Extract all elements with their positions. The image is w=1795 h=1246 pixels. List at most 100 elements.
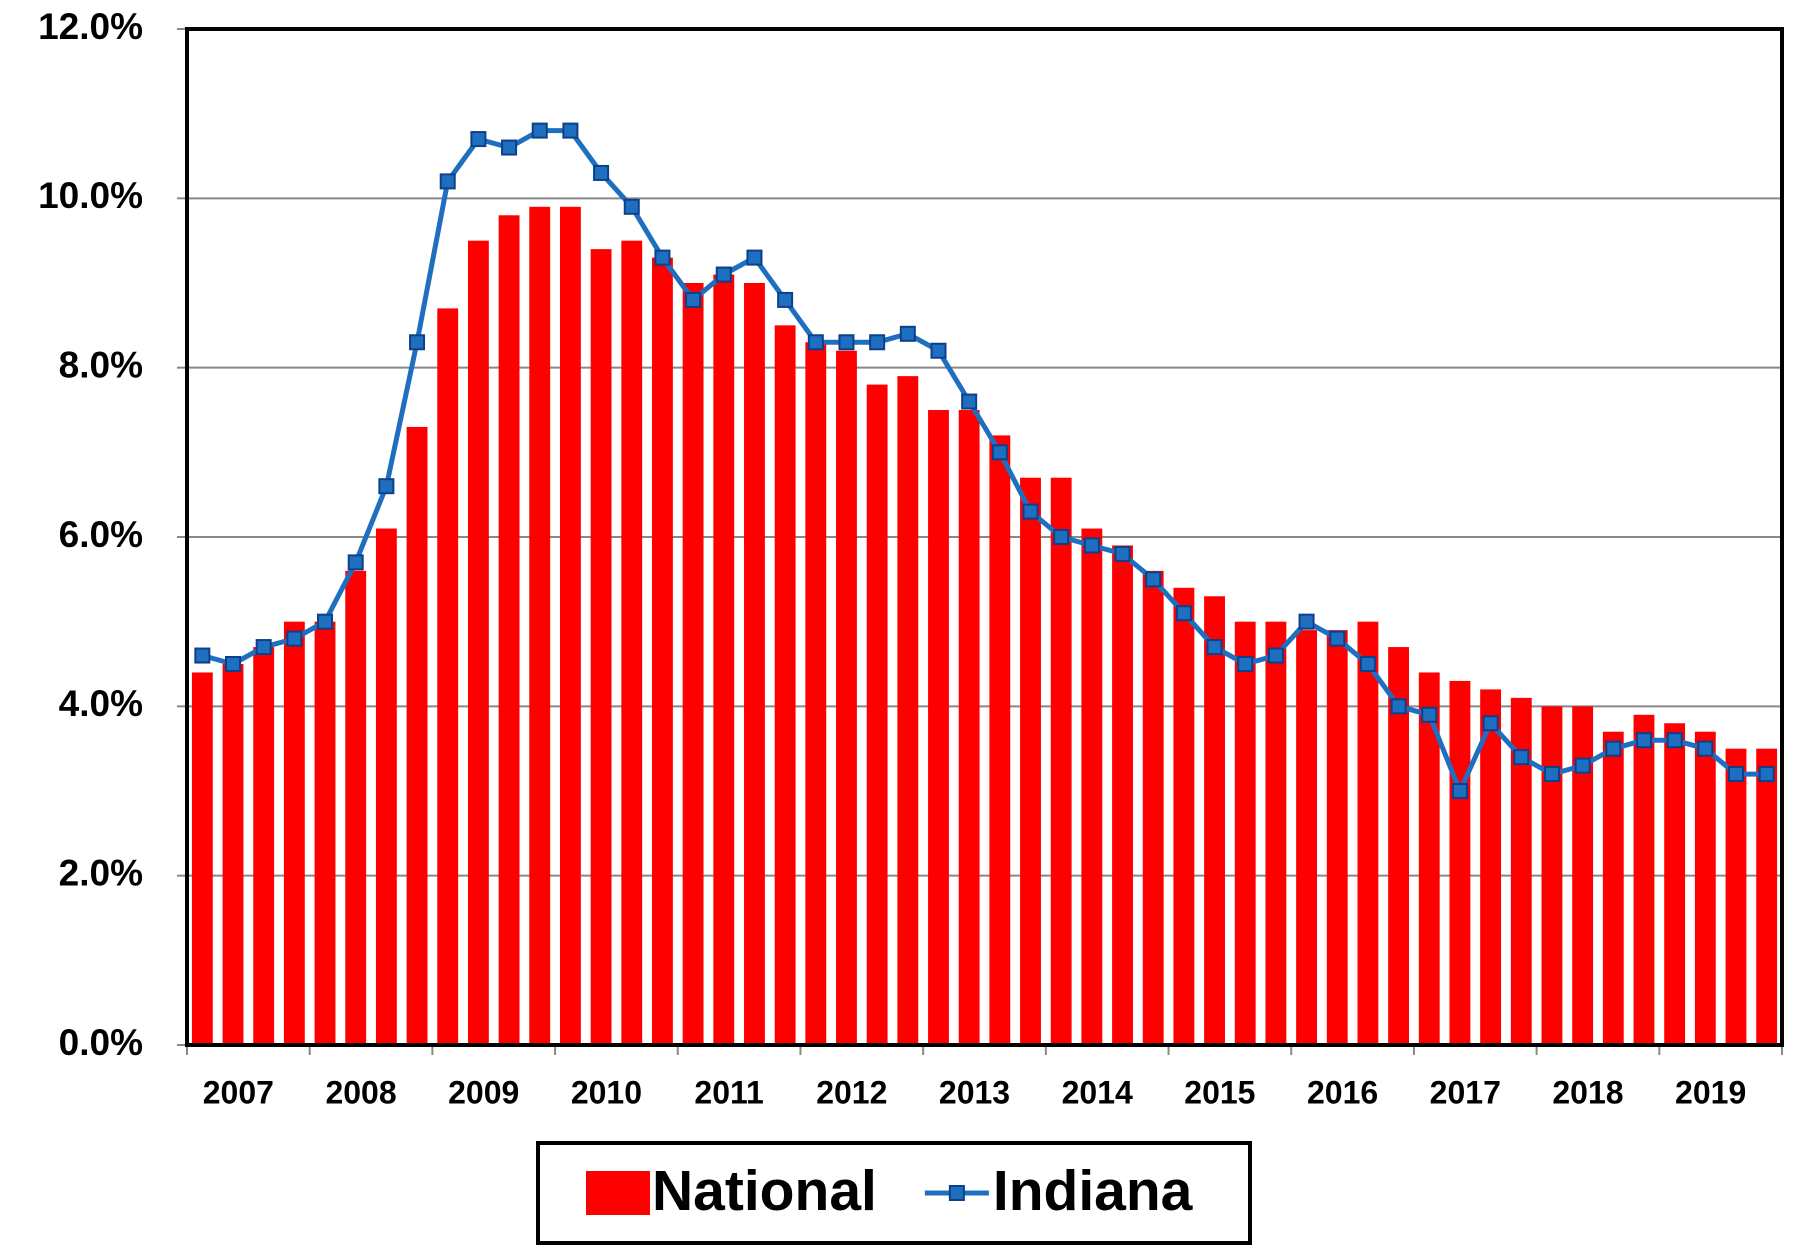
marker: [1359, 656, 1376, 672]
marker: [1175, 605, 1192, 622]
bar: [375, 528, 397, 1045]
marker: [1666, 732, 1683, 749]
bar: [1204, 596, 1225, 1045]
marker: [1482, 715, 1499, 732]
bar: [1142, 570, 1164, 1045]
marker: [1543, 766, 1560, 783]
marker: [1022, 503, 1039, 520]
marker: [409, 334, 426, 351]
legend-swatch: [586, 1171, 650, 1215]
marker: [1574, 757, 1591, 774]
bar: [1602, 731, 1624, 1045]
bar: [1265, 621, 1287, 1045]
bar: [1173, 587, 1195, 1045]
marker: [1145, 571, 1162, 588]
marker: [1114, 545, 1131, 562]
marker: [501, 139, 518, 156]
marker: [225, 656, 242, 672]
marker: [255, 639, 272, 656]
bar: [1756, 748, 1778, 1045]
y-tick-label: 8.0%: [59, 344, 143, 385]
bar: [1357, 621, 1379, 1045]
bar: [958, 410, 980, 1045]
marker: [470, 131, 487, 148]
bar: [1480, 689, 1502, 1045]
bar: [652, 257, 673, 1046]
marker: [930, 342, 947, 359]
marker: [1083, 537, 1100, 554]
bar: [928, 410, 949, 1045]
marker: [807, 334, 824, 351]
bar: [345, 570, 367, 1045]
marker: [439, 173, 456, 190]
marker: [317, 613, 334, 630]
legend-box: [536, 1141, 1252, 1245]
marker: [991, 444, 1008, 461]
bar: [1020, 477, 1041, 1045]
y-tick-label: 6.0%: [59, 514, 143, 555]
bar: [253, 647, 275, 1045]
marker: [1451, 783, 1468, 799]
bar: [529, 206, 551, 1046]
marker: [1053, 529, 1070, 545]
bar: [866, 384, 888, 1046]
marker: [746, 249, 763, 266]
marker: [1421, 706, 1438, 723]
marker: [562, 122, 579, 139]
x-tick-label: 2017: [1430, 1074, 1501, 1110]
bar: [1050, 477, 1072, 1045]
bar: [1510, 697, 1532, 1045]
bar: [467, 240, 489, 1045]
marker: [1206, 639, 1223, 656]
bar: [559, 206, 581, 1046]
bar: [774, 325, 796, 1045]
bar: [805, 342, 827, 1045]
marker: [1758, 766, 1775, 783]
marker: [593, 164, 610, 181]
marker: [654, 249, 671, 266]
bar: [314, 621, 336, 1045]
marker: [1267, 647, 1284, 664]
marker: [838, 334, 855, 351]
marker: [899, 325, 916, 342]
bar: [836, 350, 857, 1045]
x-tick-label: 2019: [1675, 1074, 1746, 1110]
bar: [1418, 672, 1440, 1045]
x-tick-label: 2007: [203, 1074, 274, 1110]
marker: [1697, 740, 1714, 757]
bar: [1234, 621, 1256, 1045]
bar: [1296, 630, 1317, 1045]
x-tick-label: 2008: [325, 1074, 396, 1110]
bar: [713, 274, 735, 1045]
bar: [283, 621, 305, 1045]
x-tick-label: 2016: [1307, 1074, 1378, 1110]
marker: [531, 122, 548, 139]
x-tick-label: 2009: [448, 1074, 519, 1110]
x-tick-label: 2014: [1062, 1074, 1133, 1110]
bar: [498, 215, 520, 1045]
marker: [1513, 749, 1530, 766]
bar: [744, 283, 765, 1045]
y-tick-label: 10.0%: [38, 175, 143, 216]
marker: [961, 393, 978, 410]
marker: [1605, 740, 1622, 757]
legend-label: National: [652, 1159, 877, 1223]
bar: [1112, 545, 1133, 1045]
bar: [590, 249, 612, 1046]
x-tick-label: 2013: [939, 1074, 1010, 1110]
bar: [1725, 748, 1747, 1045]
legend-swatch: [948, 1185, 965, 1201]
x-tick-label: 2011: [694, 1074, 763, 1110]
marker: [685, 291, 702, 308]
y-tick-label: 12.0%: [38, 6, 143, 47]
marker: [1727, 766, 1744, 783]
marker: [1635, 732, 1652, 749]
x-tick-label: 2012: [816, 1074, 887, 1110]
y-tick-label: 2.0%: [59, 852, 143, 893]
bar: [1388, 647, 1410, 1045]
x-tick-label: 2018: [1552, 1074, 1623, 1110]
bar: [682, 283, 704, 1045]
marker: [1237, 656, 1254, 672]
marker: [623, 198, 640, 215]
